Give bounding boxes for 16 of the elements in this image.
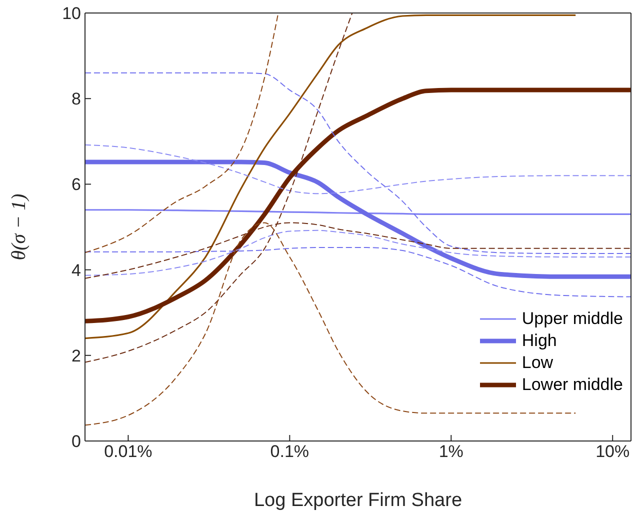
- x-axis-title: Log Exporter Firm Share: [254, 490, 462, 511]
- y-tick-label: 4: [72, 260, 81, 280]
- x-tick-label: 10%: [596, 442, 630, 462]
- y-tick-label: 6: [72, 175, 81, 194]
- x-tick-label: 0.1%: [270, 442, 310, 462]
- legend-label: Upper middle: [522, 309, 623, 329]
- x-tick-label: 1%: [438, 442, 464, 462]
- legend-label: Lower middle: [522, 375, 623, 395]
- legend-label: High: [522, 331, 557, 351]
- y-tick-label: 8: [72, 90, 81, 109]
- y-tick-label: 2: [72, 346, 81, 366]
- legend-label: Low: [522, 353, 554, 373]
- y-axis-title: θ(σ − 1): [8, 193, 30, 260]
- x-tick-label: 0.01%: [104, 442, 152, 462]
- y-tick-label: 0: [72, 432, 81, 452]
- y-tick-label: 10: [62, 4, 81, 24]
